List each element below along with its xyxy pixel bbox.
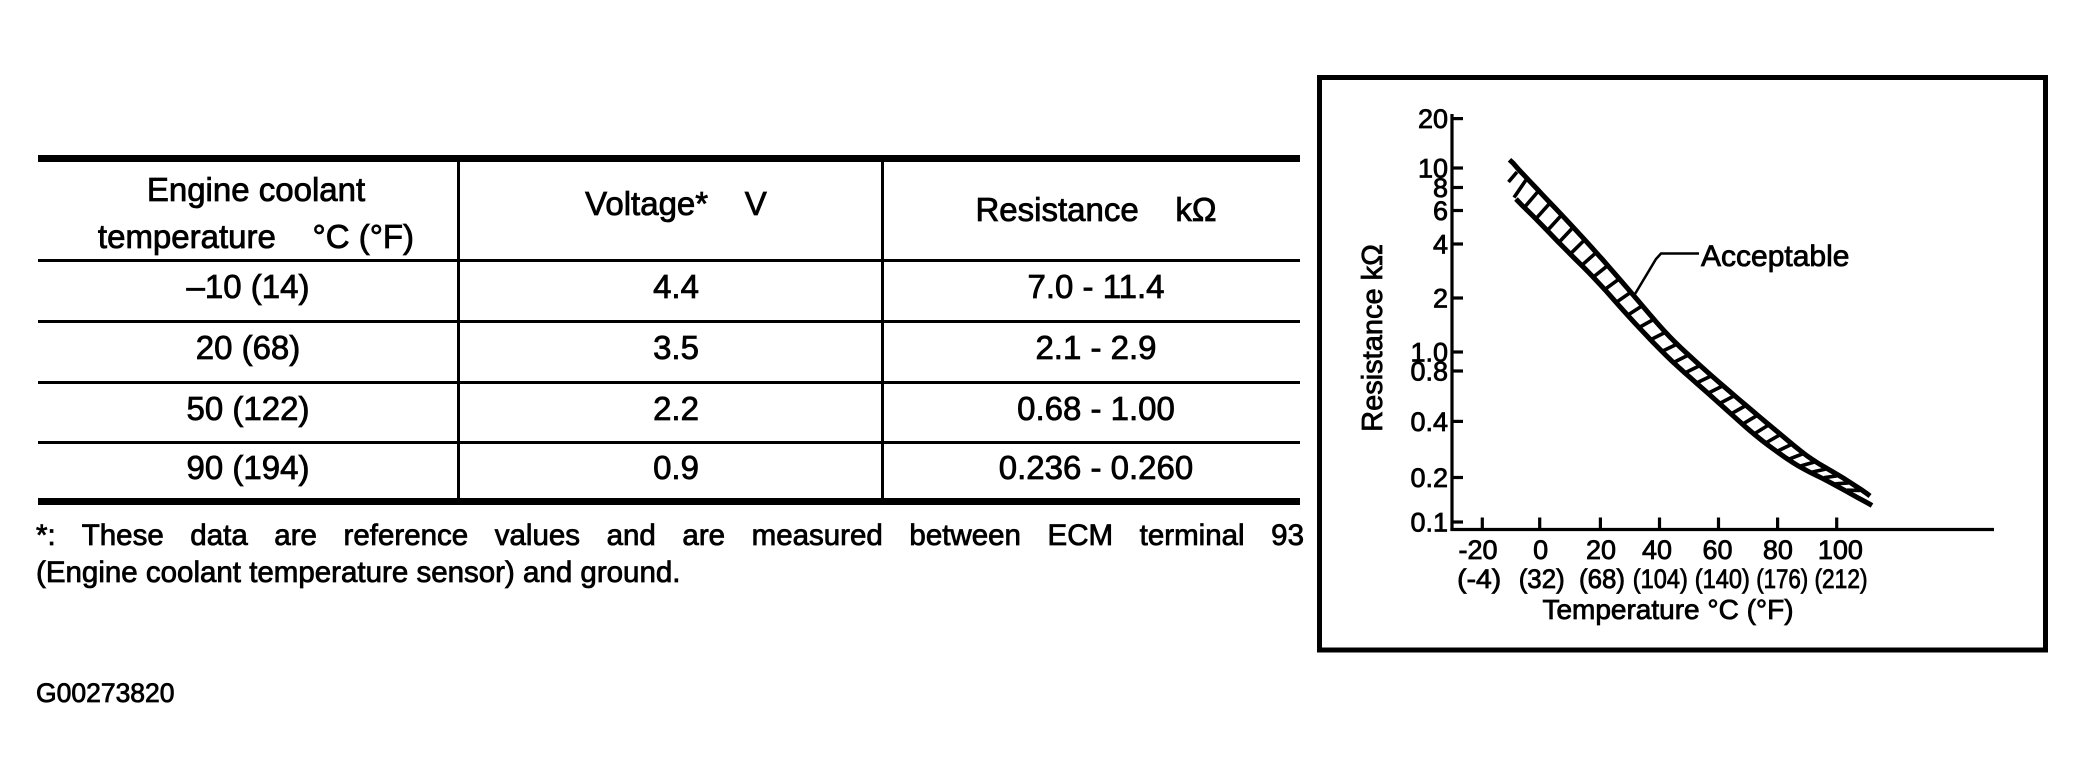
svg-text:8: 8 <box>1433 173 1448 203</box>
svg-text:0.1: 0.1 <box>1410 508 1448 538</box>
svg-text:60: 60 <box>1702 535 1732 565</box>
svg-text:0.2: 0.2 <box>1410 463 1448 493</box>
svg-text:Acceptable: Acceptable <box>1701 240 1849 273</box>
svg-text:20: 20 <box>1586 535 1616 565</box>
svg-text:(104): (104) <box>1633 564 1688 594</box>
svg-text:(212): (212) <box>1815 564 1868 594</box>
svg-text:(32): (32) <box>1519 564 1565 594</box>
svg-text:2: 2 <box>1433 284 1448 314</box>
svg-text:(176): (176) <box>1756 564 1808 594</box>
svg-text:6: 6 <box>1433 196 1448 226</box>
svg-text:10: 10 <box>1418 154 1448 184</box>
svg-text:80: 80 <box>1763 535 1793 565</box>
svg-text:(-4): (-4) <box>1457 564 1501 594</box>
svg-text:4: 4 <box>1433 230 1448 260</box>
svg-text:Temperature °C (°F): Temperature °C (°F) <box>1542 594 1793 625</box>
svg-text:0.8: 0.8 <box>1410 357 1448 387</box>
svg-text:40: 40 <box>1642 535 1672 565</box>
svg-text:(68): (68) <box>1579 564 1625 594</box>
svg-text:100: 100 <box>1818 535 1863 565</box>
svg-text:0: 0 <box>1533 535 1548 565</box>
svg-text:-20: -20 <box>1458 535 1497 565</box>
svg-text:1.0: 1.0 <box>1410 338 1448 368</box>
svg-text:20: 20 <box>1418 104 1448 134</box>
svg-text:(140): (140) <box>1695 564 1750 594</box>
svg-text:Resistance kΩ: Resistance kΩ <box>1357 244 1389 432</box>
svg-text:0.4: 0.4 <box>1410 407 1448 437</box>
